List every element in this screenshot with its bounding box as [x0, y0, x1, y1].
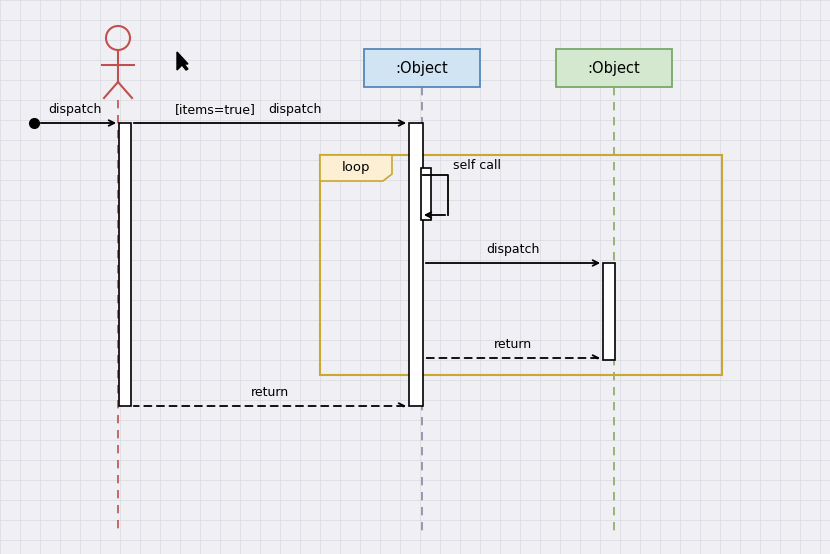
Polygon shape	[177, 52, 188, 70]
Bar	[364, 49, 480, 87]
Text: :Object: :Object	[396, 60, 448, 75]
Bar	[421, 168, 431, 220]
Text: dispatch: dispatch	[268, 103, 322, 116]
Text: :Object: :Object	[588, 60, 641, 75]
Text: return: return	[494, 338, 532, 351]
Polygon shape	[320, 155, 392, 181]
Bar	[556, 49, 672, 87]
Bar	[409, 123, 423, 406]
Bar	[320, 155, 722, 375]
Text: dispatch: dispatch	[48, 103, 102, 116]
Text: return: return	[251, 386, 289, 399]
Text: self call: self call	[453, 159, 501, 172]
Text: loop: loop	[342, 162, 370, 175]
Bar	[119, 123, 131, 406]
Bar	[603, 263, 615, 360]
Text: dispatch: dispatch	[486, 243, 540, 256]
Text: [items=true]: [items=true]	[174, 103, 256, 116]
